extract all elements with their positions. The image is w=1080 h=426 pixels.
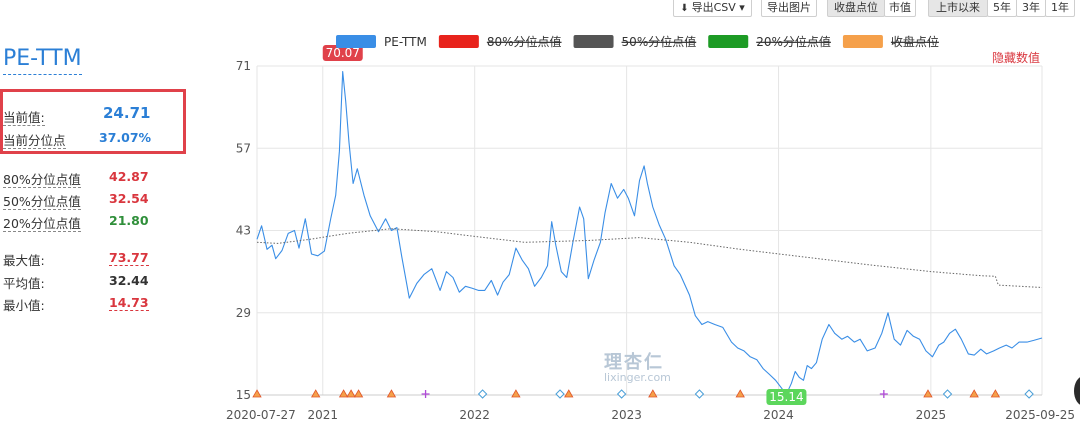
event-marker-triangle bbox=[969, 389, 979, 398]
x-tick-label: 2023 bbox=[611, 408, 642, 422]
market-value-toggle[interactable]: 市值 bbox=[884, 0, 916, 17]
event-marker-triangle bbox=[346, 389, 356, 398]
x-tick-label: 2020-07-27 bbox=[226, 408, 296, 422]
p20-value: 21.80 bbox=[109, 213, 149, 228]
hide-values-link[interactable]: 隐藏数值 bbox=[992, 50, 1040, 65]
x-tick-label: 2025 bbox=[916, 408, 947, 422]
current-percentile-row: 当前分位点 37.07% bbox=[3, 130, 151, 149]
export-csv-button[interactable]: ⬇ 导出CSV ▾ bbox=[673, 0, 752, 17]
range-1y-button[interactable]: 1年 bbox=[1045, 0, 1075, 17]
event-marker-triangle bbox=[648, 389, 658, 398]
event-marker-plus bbox=[879, 390, 888, 398]
caret-down-icon: ▾ bbox=[735, 1, 745, 14]
event-marker-triangle bbox=[990, 389, 1001, 398]
p20-label: 20%分位点值 bbox=[3, 216, 81, 232]
avg-label: 平均值: bbox=[3, 276, 45, 291]
max-badge bbox=[322, 45, 363, 61]
current-value-label: 当前值: bbox=[3, 110, 45, 126]
download-icon: ⬇ bbox=[680, 3, 689, 14]
min-row: 最小值: 14.73 bbox=[3, 295, 149, 314]
p50-row: 50%分位点值 32.54 bbox=[3, 191, 149, 210]
event-marker-triangle bbox=[735, 389, 745, 398]
watermark: 理杏仁 lixinger.com bbox=[604, 352, 671, 384]
legend-label: 收盘点位 bbox=[891, 34, 939, 49]
x-tick-label: 2021 bbox=[307, 408, 338, 422]
event-marker-diamond bbox=[1024, 389, 1034, 399]
legend-label: PE-TTM bbox=[384, 35, 427, 49]
min-badge bbox=[766, 389, 807, 405]
current-percentile-value: 37.07% bbox=[99, 130, 152, 145]
p80-label: 80%分位点值 bbox=[3, 172, 81, 188]
avg-row: 平均值: 32.44 bbox=[3, 273, 149, 292]
event-marker-triangle bbox=[338, 389, 349, 398]
x-tick-label: 2024 bbox=[763, 408, 794, 422]
p50-label: 50%分位点值 bbox=[3, 194, 81, 210]
y-tick-label: 29 bbox=[236, 306, 251, 320]
legend-swatch bbox=[336, 35, 376, 48]
p20-row: 20%分位点值 21.80 bbox=[3, 213, 149, 232]
event-marker-diamond bbox=[694, 389, 705, 399]
legend-label: 80%分位点值 bbox=[487, 34, 562, 49]
range-3y-button[interactable]: 3年 bbox=[1016, 0, 1046, 17]
min-label: 最小值: bbox=[3, 298, 45, 313]
max-value[interactable]: 73.77 bbox=[109, 250, 149, 266]
max-label: 最大值: bbox=[3, 253, 45, 268]
x-tick-label: 2022 bbox=[459, 408, 490, 422]
y-tick-label: 43 bbox=[236, 224, 251, 238]
event-marker-triangle bbox=[353, 389, 364, 398]
avg-value: 32.44 bbox=[109, 273, 149, 288]
y-tick-label: 57 bbox=[236, 141, 251, 155]
event-marker-triangle bbox=[386, 389, 397, 398]
range-5y-button[interactable]: 5年 bbox=[987, 0, 1017, 17]
event-marker-triangle bbox=[252, 389, 262, 398]
scroll-handle[interactable] bbox=[1074, 376, 1080, 406]
min-value[interactable]: 14.73 bbox=[109, 295, 149, 311]
highlight-box bbox=[0, 89, 186, 154]
event-marker-triangle bbox=[923, 389, 933, 398]
current-value: 24.71 bbox=[103, 104, 151, 122]
current-value-row: 当前值: 24.71 bbox=[3, 104, 150, 126]
legend-swatch bbox=[842, 35, 883, 48]
max-badge-label: 70.07 bbox=[326, 46, 360, 60]
average-series-line bbox=[256, 228, 1043, 288]
metric-title[interactable]: PE-TTM bbox=[3, 46, 82, 75]
legend-swatch bbox=[573, 35, 614, 48]
event-marker-triangle bbox=[310, 389, 321, 398]
min-badge-label: 15.14 bbox=[769, 390, 803, 404]
export-image-button[interactable]: 导出图片 bbox=[761, 0, 817, 17]
y-tick-label: 71 bbox=[236, 59, 251, 73]
event-marker-diamond bbox=[555, 389, 565, 399]
event-marker-triangle bbox=[511, 389, 521, 398]
event-marker-plus bbox=[421, 390, 430, 398]
range-since-listing-button[interactable]: 上市以来 bbox=[928, 0, 988, 17]
p80-row: 80%分位点值 42.87 bbox=[3, 169, 149, 188]
current-percentile-label: 当前分位点 bbox=[3, 133, 66, 149]
p50-value: 32.54 bbox=[109, 191, 149, 206]
x-tick-label: 2025-09-25 bbox=[1005, 408, 1075, 422]
pe-ttm-series-line bbox=[256, 70, 1043, 395]
event-marker-diamond bbox=[942, 389, 953, 399]
y-tick-label: 15 bbox=[236, 388, 251, 402]
legend-label: 20%分位点值 bbox=[756, 34, 831, 49]
legend-swatch bbox=[438, 35, 479, 48]
event-marker-diamond bbox=[616, 389, 627, 399]
event-marker-diamond bbox=[477, 389, 488, 399]
max-row: 最大值: 73.77 bbox=[3, 250, 149, 269]
p80-value: 42.87 bbox=[109, 169, 149, 184]
legend-swatch bbox=[708, 35, 749, 48]
event-marker-triangle bbox=[564, 389, 574, 398]
legend-label: 50%分位点值 bbox=[622, 34, 697, 49]
